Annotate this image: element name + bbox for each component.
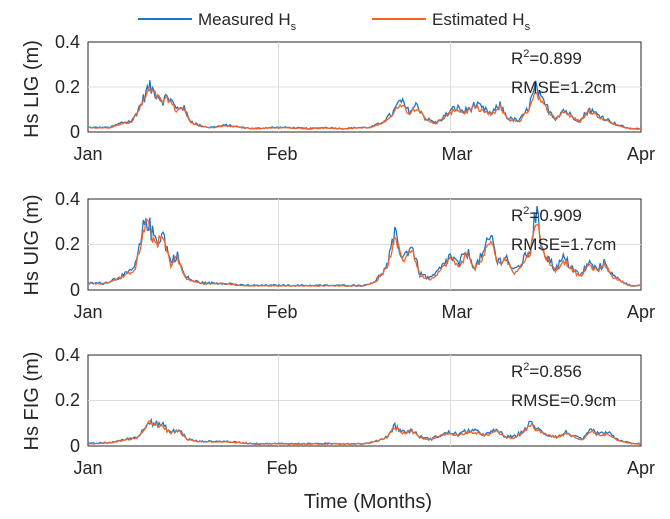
panel-uig-ytick-0.2: 0.2	[55, 234, 80, 254]
panel-fig-xtick-jan: Jan	[73, 458, 102, 478]
panel-uig-grid	[88, 199, 641, 290]
panel-lig-estimated-line	[87, 86, 642, 130]
legend-label-measured: Measured Hs	[198, 10, 297, 33]
panel-uig-r2: R2=0.909	[511, 205, 582, 225]
panel-fig-estimated-line	[88, 420, 642, 446]
panel-uig-xtick-feb: Feb	[266, 302, 297, 322]
panel-uig-ytick-0: 0	[70, 280, 80, 300]
panel-lig-r2: R2=0.899	[511, 48, 582, 68]
panel-uig-estimated-line	[87, 217, 642, 287]
panel-uig-ytick-0.4: 0.4	[55, 189, 80, 209]
panel-uig-xtick-apr: Apr	[627, 302, 655, 322]
panel-lig: 0 0.2 0.4 Jan Feb Mar Apr Hs LIG (m) R2=…	[21, 32, 655, 164]
panel-uig-xtick-mar: Mar	[442, 302, 473, 322]
panel-lig-rmse: RMSE=1.2cm	[511, 78, 616, 97]
panel-fig-xtick-apr: Apr	[627, 458, 655, 478]
panel-fig-grid	[88, 355, 641, 446]
legend: Measured Hs Estimated Hs	[138, 10, 531, 33]
panel-lig-ytick-0: 0	[70, 122, 80, 142]
panel-uig-xtick-jan: Jan	[73, 302, 102, 322]
panel-fig-r2: R2=0.856	[511, 361, 582, 381]
panel-fig-measured-line	[87, 417, 642, 446]
panel-lig-grid	[88, 42, 641, 132]
panel-fig-ytick-0.2: 0.2	[55, 390, 80, 410]
panel-lig-ylabel: Hs LIG (m)	[21, 40, 43, 138]
panel-lig-xtick-jan: Jan	[73, 144, 102, 164]
legend-label-estimated: Estimated Hs	[432, 10, 531, 33]
panel-uig-ylabel: Hs UIG (m)	[21, 194, 43, 295]
panel-uig-rmse: RMSE=1.7cm	[511, 235, 616, 254]
panel-fig: 0 0.2 0.4 Jan Feb Mar Apr Hs FIG (m) R2=…	[21, 345, 655, 478]
panel-lig-xtick-feb: Feb	[266, 144, 297, 164]
panel-lig-xtick-apr: Apr	[627, 144, 655, 164]
panel-fig-xtick-feb: Feb	[266, 458, 297, 478]
panel-fig-xtick-mar: Mar	[442, 458, 473, 478]
x-axis-label: Time (Months)	[304, 491, 432, 513]
panel-lig-ytick-0.2: 0.2	[55, 77, 80, 97]
panel-fig-ytick-0: 0	[70, 436, 80, 456]
panel-fig-rmse: RMSE=0.9cm	[511, 391, 616, 410]
panel-fig-ytick-0.4: 0.4	[55, 345, 80, 365]
panel-lig-xtick-mar: Mar	[442, 144, 473, 164]
panel-uig: 0 0.2 0.4 Jan Feb Mar Apr Hs UIG (m) R2=…	[21, 189, 655, 322]
panel-fig-ylabel: Hs FIG (m)	[21, 352, 43, 451]
panel-lig-ytick-0.4: 0.4	[55, 32, 80, 52]
